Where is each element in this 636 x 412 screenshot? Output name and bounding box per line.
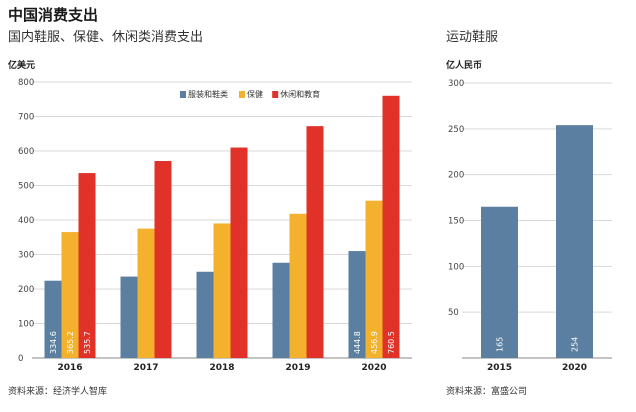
left-bar-data-label: 444.8 [353,331,362,354]
source-right: 资料来源：富盛公司 [446,387,528,397]
right-x-tick-label: 2015 [487,363,512,373]
legend-swatch [272,91,279,98]
left-y-tick-label: 0 [18,354,23,364]
left-bar [44,280,62,358]
left-bar-data-label: 535.7 [83,331,92,354]
left-bar [154,161,172,358]
left-bar-data-label: 365.2 [66,331,75,354]
right-y-tick-label: 300 [448,79,464,89]
right-bar [481,206,518,358]
left-bar [289,213,307,358]
left-bar [78,173,96,358]
right-y-tick-label: 250 [448,125,464,135]
right-bar-data-label: 165 [496,337,505,352]
chart-subtitle-right: 运动鞋服 [446,30,499,45]
left-bar [61,232,79,358]
legend-swatch [180,91,186,98]
left-bar [230,147,248,358]
left-y-tick-label: 700 [18,113,34,123]
left-y-tick-label: 500 [18,182,34,192]
left-bar [196,271,214,358]
left-bar [272,262,290,358]
left-bar [382,95,400,359]
legend-label: 服装和鞋类 [188,89,228,99]
left-x-tick-label: 2016 [57,363,82,373]
left-bar-data-label: 456.9 [370,331,379,354]
left-y-tick-label: 200 [18,285,34,295]
left-y-tick-label: 100 [18,320,34,330]
right-y-tick-label: 100 [448,262,464,272]
right-x-tick-label: 2020 [562,363,587,373]
left-bar [120,276,138,358]
right-y-tick-label: 200 [448,171,464,181]
source-left: 资料来源：经济学人智库 [8,387,108,397]
left-y-tick-label: 600 [18,147,34,157]
right-y-axis-label: 亿人民币 [446,59,482,71]
left-bar [365,200,383,358]
right-bar-data-label: 254 [571,337,580,352]
right-y-tick-label: 50 [448,308,459,318]
left-y-tick-label: 300 [18,251,34,261]
left-bar-data-label: 760.5 [387,331,396,354]
left-y-axis-label: 亿美元 [8,59,35,71]
left-x-tick-label: 2019 [285,363,310,373]
legend-label: 保健 [247,89,263,99]
left-y-tick-label: 800 [18,78,34,88]
right-y-tick-label: 150 [448,217,464,227]
left-bar-data-label: 334.6 [49,331,58,354]
left-x-tick-label: 2017 [133,363,158,373]
right-bar [556,125,593,359]
left-y-tick-label: 400 [18,216,34,226]
left-x-tick-label: 2020 [361,363,386,373]
left-bar [306,126,324,358]
chart-subtitle-left: 国内鞋服、保健、休闲类消费支出 [8,30,204,45]
left-x-tick-label: 2018 [209,363,234,373]
left-bar [137,228,155,358]
left-bar [348,251,366,358]
left-bar [213,223,231,358]
chart-title: 中国消费支出 [8,6,99,24]
legend-swatch [239,91,245,98]
legend-label: 休闲和教育 [280,89,320,99]
